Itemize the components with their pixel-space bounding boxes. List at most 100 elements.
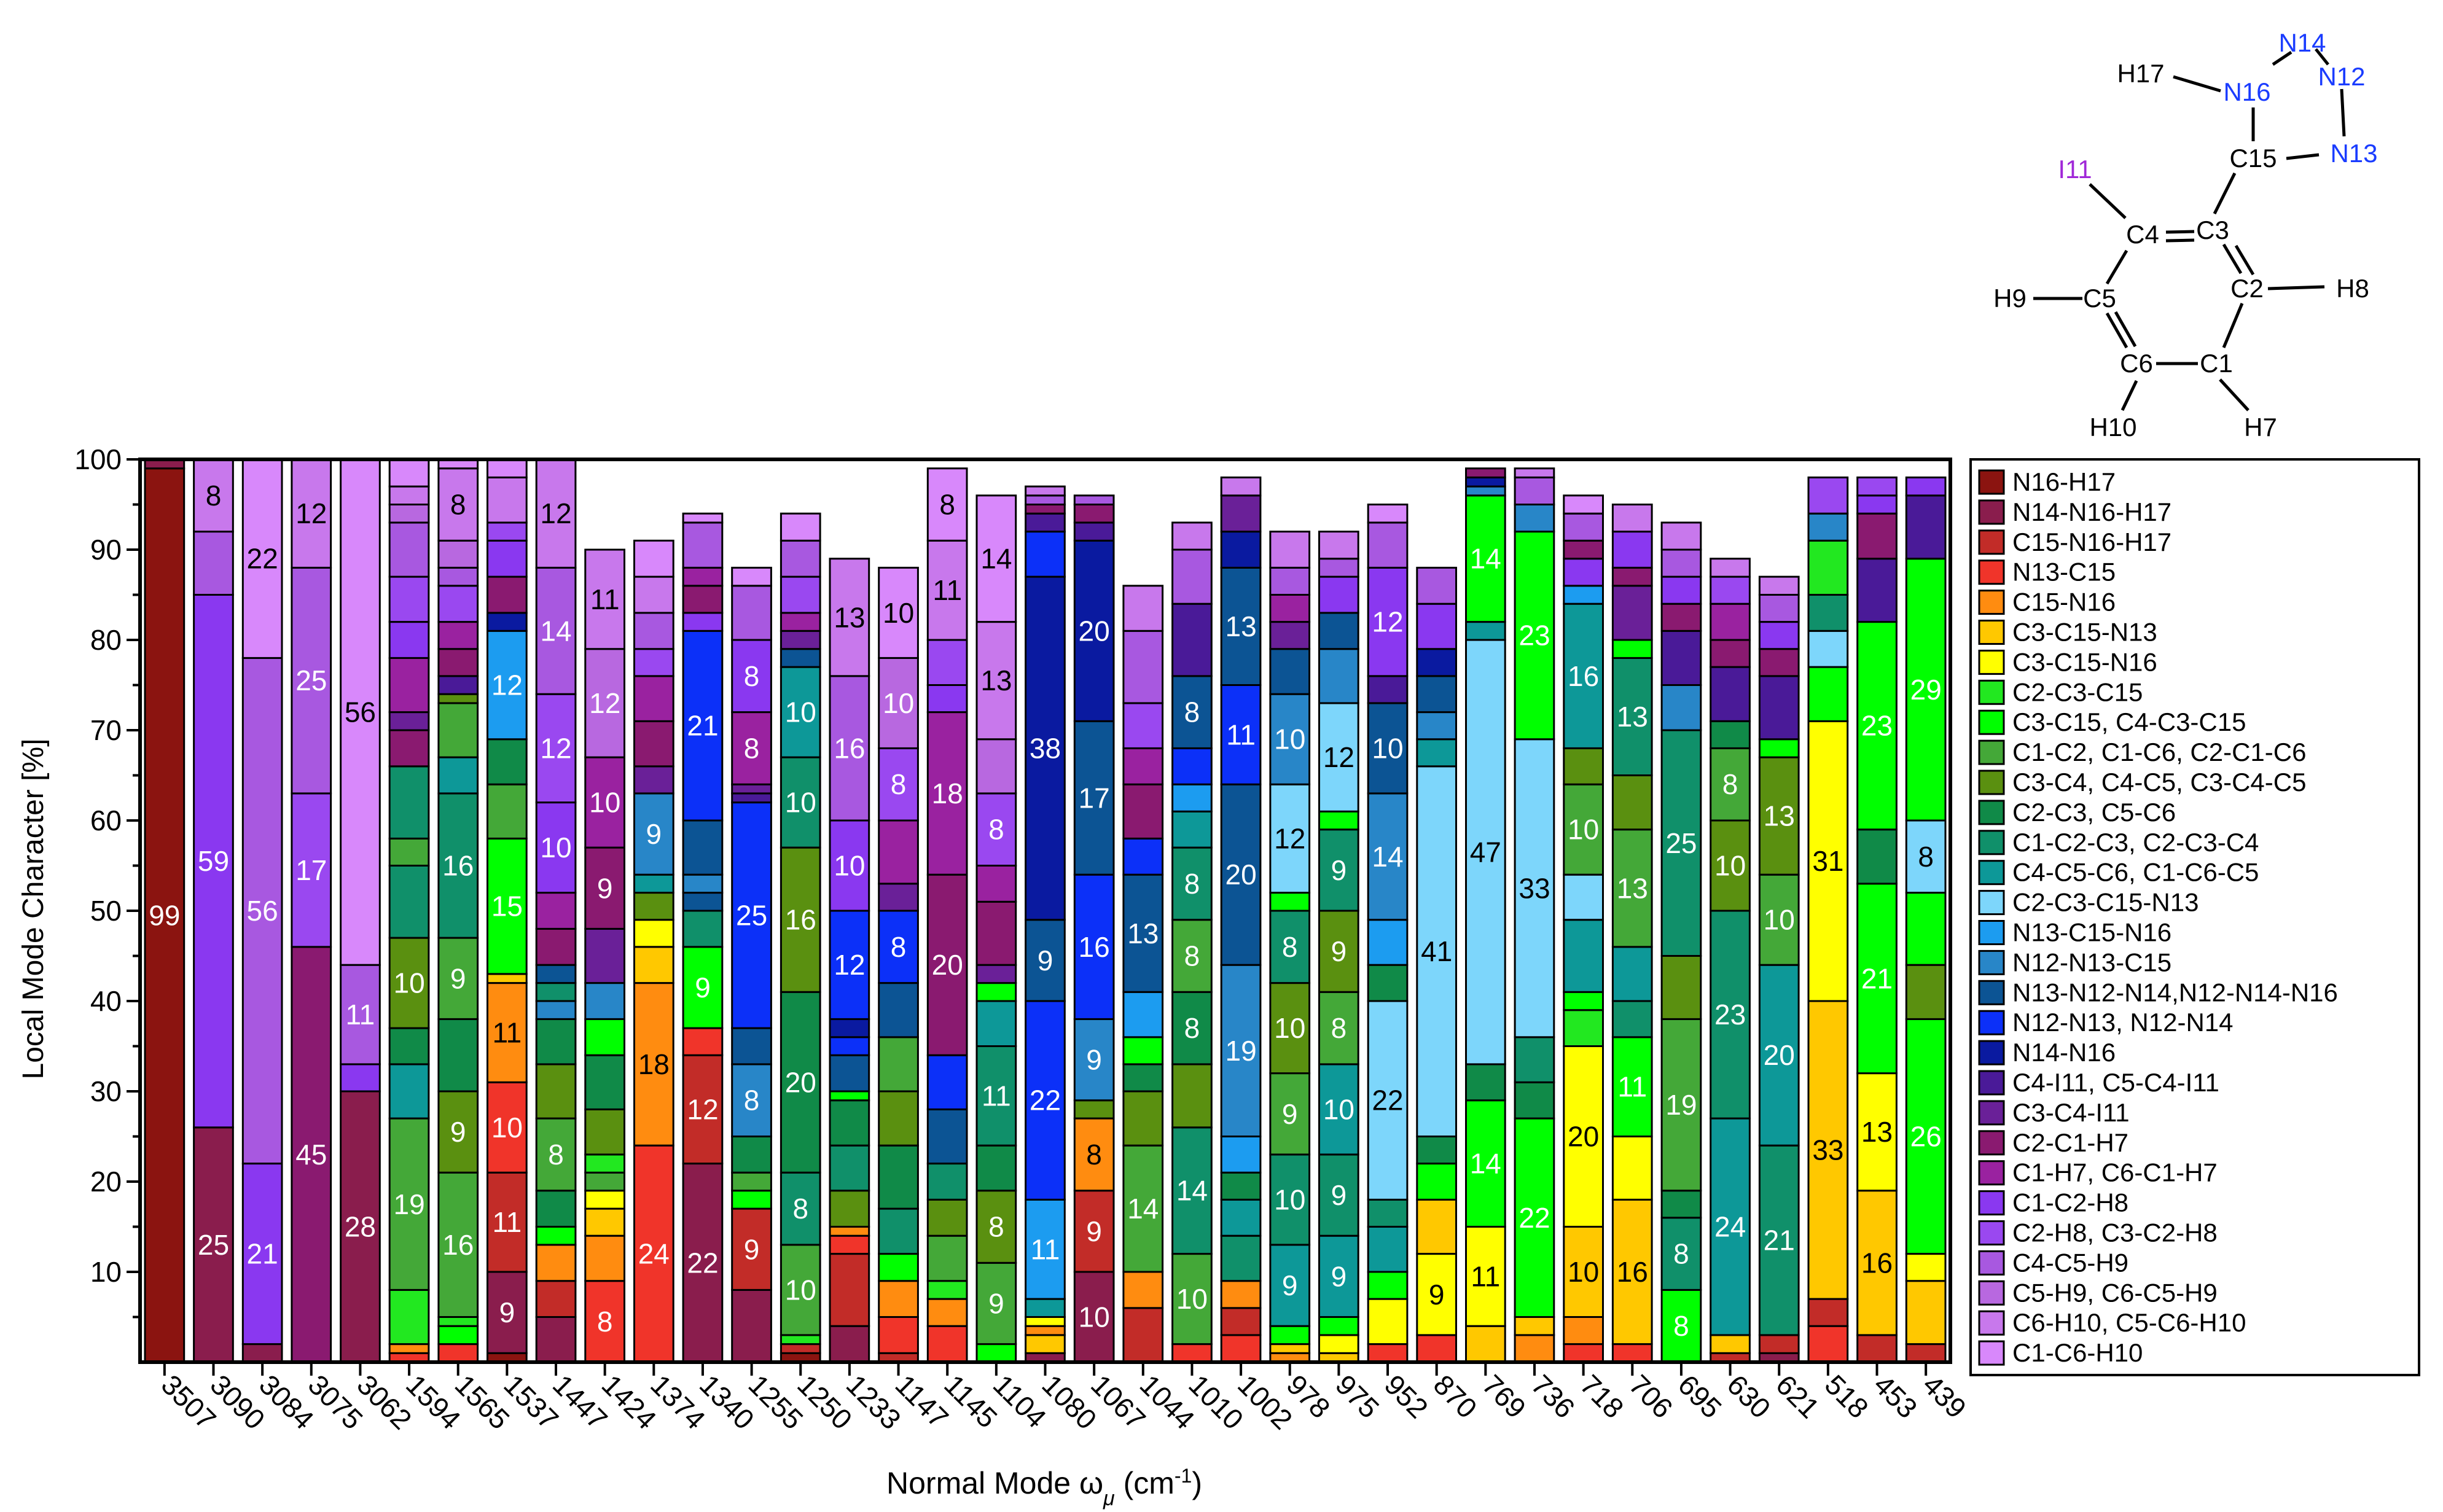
bar-segment	[829, 1144, 870, 1192]
bar-segment	[1220, 531, 1262, 569]
bar-segment	[1465, 485, 1506, 497]
bar-segment	[1122, 1090, 1164, 1147]
bar-segment	[388, 765, 430, 840]
x-tick-label: 870	[1428, 1368, 1483, 1424]
segment-label: 9	[1038, 945, 1053, 976]
legend-item: C5-H9, C6-C5-H9	[1978, 1278, 2218, 1307]
segment-label: 13	[1861, 1116, 1893, 1148]
bar-segment	[975, 1144, 1017, 1192]
x-tick-label: 1374	[644, 1368, 711, 1435]
bar-segment	[535, 1280, 577, 1318]
bond-line	[2234, 244, 2255, 276]
segment-label: 22	[1372, 1085, 1403, 1116]
x-tick-label: 1537	[498, 1368, 565, 1435]
bar-segment	[1563, 1343, 1605, 1363]
segment-label: 19	[394, 1188, 425, 1220]
bar-segment	[487, 738, 528, 785]
legend-item: C4-C5-H9	[1978, 1248, 2128, 1277]
bar-segment	[1416, 602, 1458, 650]
bar-segment	[1416, 738, 1458, 768]
bar-segment	[1220, 684, 1262, 785]
segment-label: 11	[1226, 719, 1256, 750]
bar-segment	[1660, 1288, 1702, 1363]
legend-label: C15-N16-H17	[2012, 528, 2171, 556]
bar-segment	[388, 1117, 430, 1291]
x-axis-label-sub: μ	[1103, 1487, 1115, 1510]
bar-segment	[1710, 910, 1751, 1120]
bar-segment	[388, 621, 430, 659]
bar-segment	[1563, 558, 1605, 587]
legend-swatch	[1978, 590, 2005, 615]
segment-label: 25	[1665, 827, 1697, 859]
segment-label: 14	[980, 543, 1012, 575]
bar-1447: 8 10 12 14 12	[535, 458, 577, 1363]
bar-segment	[878, 1036, 919, 1093]
bar-segment	[584, 1234, 625, 1282]
legend-label: C5-H9, C6-C5-H9	[2012, 1278, 2218, 1307]
bar-segment	[437, 539, 479, 569]
bar-segment	[780, 512, 821, 542]
legend-item: C2-C3-C15-N13	[1978, 888, 2199, 917]
bar-segment	[633, 575, 674, 614]
segment-label: 8	[206, 480, 222, 512]
bond-line	[2114, 311, 2137, 348]
bar-segment	[1514, 1334, 1555, 1363]
legend-item: C2-C1-H7	[1978, 1128, 2128, 1157]
bar-segment	[1122, 747, 1164, 785]
segment-label: 8	[988, 814, 1004, 846]
segment-label: 8	[1673, 1238, 1689, 1270]
x-tick-label: 736	[1525, 1368, 1581, 1424]
bar-segment	[535, 1063, 577, 1120]
y-tick-label: 100	[74, 443, 122, 475]
bar-segment	[1122, 1271, 1164, 1309]
legend-label: C4-C5-H9	[2012, 1248, 2128, 1277]
bar-769: 11 14 47 14	[1465, 467, 1506, 1363]
bar-segment	[926, 467, 968, 542]
bond-line	[2089, 183, 2127, 219]
bar-segment	[437, 937, 479, 1020]
bar-segment	[780, 1171, 821, 1246]
bar-segment	[437, 1316, 479, 1327]
bar-736: 22 33 23	[1514, 467, 1555, 1363]
bar-segment	[1807, 476, 1849, 515]
segment-label: 20	[1764, 1039, 1795, 1071]
segment-label: 20	[785, 1066, 816, 1098]
segment-label: 9	[1086, 1044, 1102, 1076]
bar-segment	[1807, 539, 1849, 596]
segment-label: 9	[1331, 1179, 1347, 1211]
segment-label: 8	[793, 1193, 809, 1225]
segment-label: 9	[988, 1287, 1004, 1319]
bar-segment	[1465, 1226, 1506, 1327]
legend-label: C2-C1-H7	[2012, 1128, 2128, 1157]
bar-segment	[1611, 566, 1653, 587]
legend-label: C2-C3, C5-C6	[2012, 798, 2176, 827]
segment-label: 9	[450, 962, 466, 994]
bar-segment	[878, 1280, 919, 1318]
segment-label: 29	[1910, 674, 1942, 706]
bar-segment	[1905, 964, 1947, 1020]
legend-label: C3-C15-N13	[2012, 618, 2157, 647]
x-tick-label: 975	[1329, 1368, 1385, 1424]
segment-label: 10	[1274, 1183, 1305, 1215]
bar-segment	[1269, 693, 1311, 785]
segment-label: 22	[1519, 1202, 1550, 1234]
x-tick-label: 1250	[791, 1368, 858, 1435]
legend-swatch	[1978, 949, 2005, 975]
atom-label: C1	[2200, 349, 2233, 378]
segment-label: 14	[1470, 543, 1501, 575]
bar-segment	[731, 783, 772, 795]
segment-label: 11	[982, 1080, 1011, 1112]
atom-label: N14	[2278, 28, 2326, 57]
segment-label: 12	[1323, 741, 1354, 773]
bond-line	[2105, 312, 2128, 349]
legend-swatch	[1978, 830, 2005, 855]
bar-segment	[388, 1027, 430, 1066]
bar-segment	[878, 819, 919, 885]
bar-segment	[487, 1271, 528, 1354]
bar-segment	[780, 1334, 821, 1346]
bar-segment	[1269, 1343, 1311, 1354]
bar-segment	[1465, 621, 1506, 641]
bar-segment	[1122, 783, 1164, 840]
legend-swatch	[1978, 1070, 2005, 1096]
segment-label: 45	[295, 1139, 327, 1171]
